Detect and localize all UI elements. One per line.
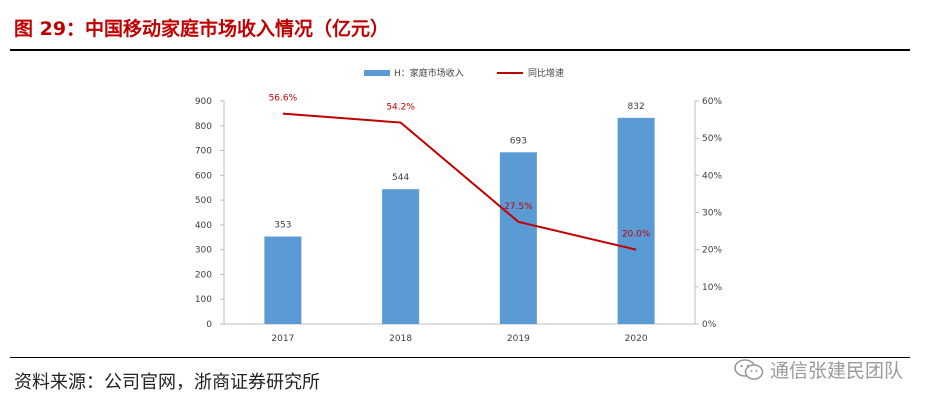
x-tick-label: 2018	[389, 334, 412, 344]
x-tick-label: 2019	[507, 334, 530, 344]
bar	[264, 236, 302, 324]
bar-value-label: 693	[510, 136, 527, 146]
legend-bar-label: H：家庭市场收入	[394, 67, 464, 79]
right-tick-label: 20%	[702, 246, 722, 256]
source-divider	[10, 357, 910, 358]
watermark-text: 通信张建民团队	[769, 360, 903, 382]
left-tick-label: 500	[195, 196, 212, 206]
left-tick-label: 200	[195, 270, 212, 280]
right-tick-label: 0%	[702, 320, 717, 330]
bar	[382, 189, 420, 324]
source-note: 资料来源：公司官网，浙商证券研究所	[14, 372, 320, 393]
x-tick-label: 2017	[271, 334, 294, 344]
legend-line-label: 同比增速	[528, 67, 564, 79]
legend-bar-swatch	[364, 70, 390, 76]
left-tick-label: 300	[195, 246, 212, 256]
left-tick-label: 400	[195, 221, 212, 231]
bar-value-label: 832	[628, 102, 645, 112]
left-tick-label: 900	[195, 97, 212, 107]
right-tick-label: 30%	[702, 209, 722, 219]
figure-title: 图 29：中国移动家庭市场收入情况（亿元）	[14, 18, 390, 40]
right-tick-label: 10%	[702, 283, 722, 293]
left-tick-label: 800	[195, 122, 212, 132]
title-divider	[10, 49, 910, 51]
bar	[617, 117, 655, 324]
bar-value-label: 353	[274, 221, 291, 231]
right-tick-label: 60%	[702, 97, 722, 107]
growth-line	[282, 112, 637, 251]
line-value-label: 56.6%	[269, 94, 298, 104]
wechat-icon	[734, 358, 764, 380]
x-tick-label: 2020	[625, 334, 648, 344]
left-tick-label: 100	[195, 295, 212, 305]
left-tick-label: 0	[206, 320, 212, 330]
bar-value-label: 544	[392, 173, 409, 183]
watermark: 通信张建民团队	[734, 356, 903, 383]
line-value-label: 54.2%	[386, 103, 415, 113]
left-tick-label: 700	[195, 147, 212, 157]
right-tick-label: 40%	[702, 171, 722, 181]
line-value-label: 20.0%	[622, 230, 651, 240]
right-tick-label: 50%	[702, 134, 722, 144]
bar	[499, 152, 537, 324]
left-tick-label: 600	[195, 171, 212, 181]
line-value-label: 27.5%	[504, 202, 533, 212]
